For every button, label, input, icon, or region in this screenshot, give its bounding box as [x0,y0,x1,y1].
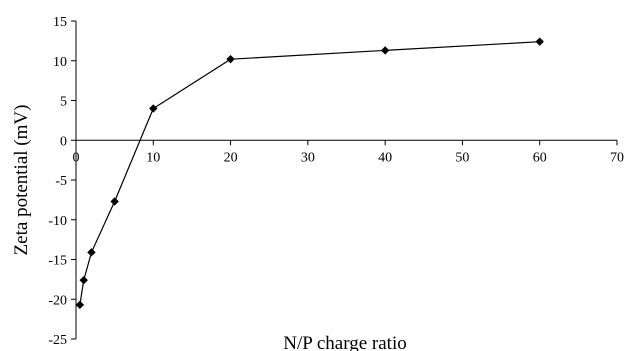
data-point [149,104,158,113]
data-point [75,300,85,310]
y-tick-label: -25 [48,333,67,348]
data-point [110,197,119,206]
data-point [535,37,544,46]
series-line [79,41,540,305]
y-tick-label: -15 [48,254,67,269]
data-point [380,46,390,55]
series-layer [75,37,544,310]
data-point [87,248,96,257]
x-tick-label: 60 [533,150,547,165]
x-tick-label: 10 [146,150,160,165]
y-tick-label: 10 [53,55,67,70]
y-axis-title: Zeta potential (mV) [11,105,32,256]
x-tick-label: 20 [224,150,238,165]
y-tick-label: -20 [48,293,67,308]
x-tick-label: 30 [301,150,315,165]
y-tick-label: -5 [55,174,67,189]
y-tick-label: 5 [60,95,67,110]
y-tick-label: -10 [48,214,67,229]
x-tick-label: 50 [455,150,469,165]
x-tick-label: 0 [73,150,80,165]
x-tick-label: 70 [610,150,624,165]
x-axis: 0 10 20 30 40 50 60 70 [73,139,624,165]
x-axis-title: N/P charge ratio [283,333,406,351]
x-tick-label: 40 [378,150,392,165]
y-tick-label: 0 [60,134,67,149]
y-axis: 15 10 5 0 -5 -10 -15 -20 -25 [48,15,77,348]
y-tick-label: 15 [53,15,67,30]
data-point [79,275,88,285]
data-point [226,54,235,64]
